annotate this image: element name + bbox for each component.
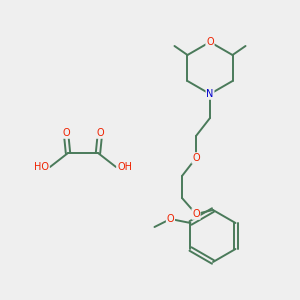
- Text: O: O: [192, 209, 200, 219]
- Text: O: O: [206, 37, 214, 47]
- Text: O: O: [96, 128, 104, 138]
- Text: OH: OH: [117, 162, 132, 172]
- Text: O: O: [192, 153, 200, 163]
- Text: HO: HO: [34, 162, 49, 172]
- Text: O: O: [167, 214, 174, 224]
- Text: N: N: [206, 89, 214, 99]
- Text: O: O: [62, 128, 70, 138]
